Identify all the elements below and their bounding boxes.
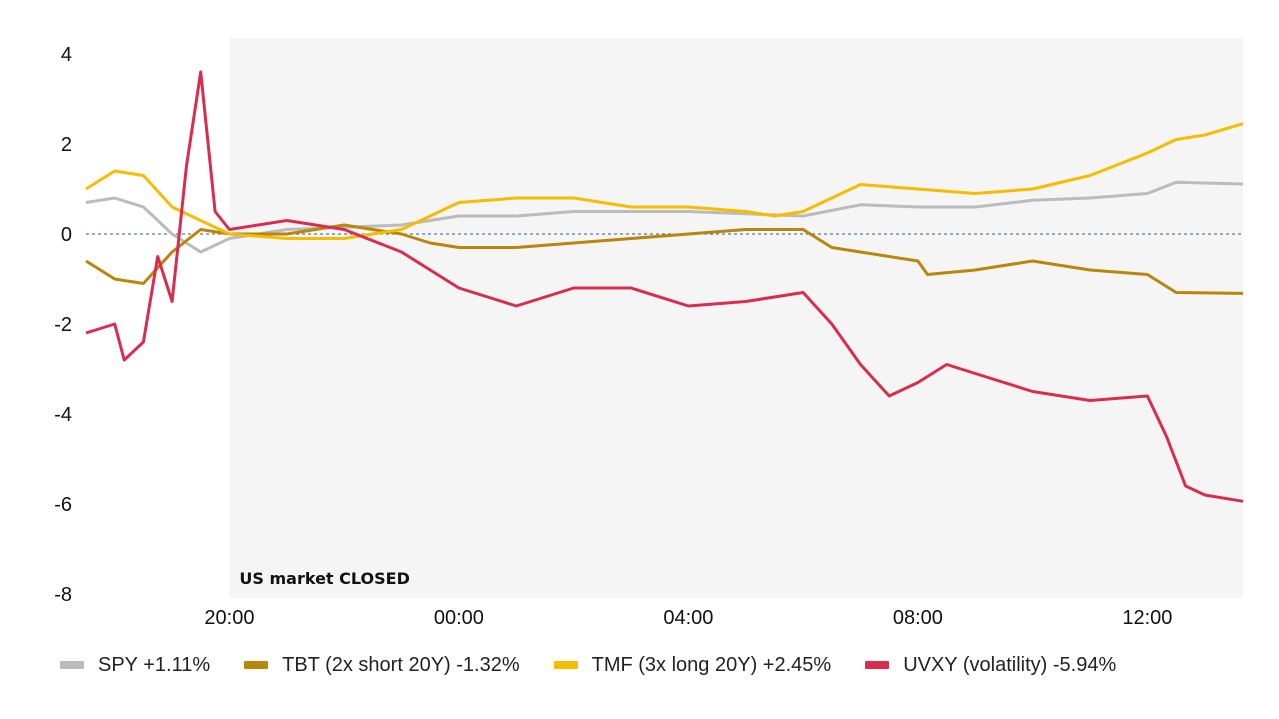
legend-swatch (865, 661, 890, 669)
legend-label: TBT (2x short 20Y) -1.32% (282, 653, 520, 676)
series-line-1 (85, 180, 1244, 254)
legend-swatch (553, 661, 578, 669)
y-tick-label: -8 (54, 584, 72, 606)
legend-label: UVXY (volatility) -5.94% (903, 653, 1117, 676)
legend-item: TMF (3x long 20Y) +2.45% (553, 653, 832, 677)
series-line-2 (85, 223, 1244, 295)
y-tick-label: -2 (54, 314, 72, 336)
legend-item: UVXY (volatility) -5.94% (865, 654, 1116, 677)
x-tick-label: 08:00 (893, 607, 943, 629)
legend-item: SPY +1.11% (60, 654, 210, 677)
series-lines (85, 70, 1244, 503)
y-tick-label: 4 (61, 44, 72, 66)
legend-label: SPY +1.11% (98, 653, 211, 676)
chart-legend: SPY +1.11% TBT (2x short 20Y) -1.32% TMF (… (60, 650, 1116, 680)
y-tick-label: -4 (54, 404, 72, 426)
market-closed-region (229, 38, 1243, 598)
y-tick-label: 0 (61, 224, 72, 246)
legend-label: TMF (3x long 20Y) +2.45% (591, 653, 832, 676)
y-tick-label: 2 (61, 134, 72, 156)
x-tick-label: 04:00 (663, 607, 713, 629)
y-tick-label: -6 (54, 494, 72, 516)
series-line-3 (85, 122, 1244, 240)
legend-item: TBT (2x short 20Y) -1.32% (244, 654, 520, 677)
x-axis-tick-labels: 20:00 00:00 04:00 08:00 12:00 (204, 607, 1172, 629)
legend-swatch (244, 661, 269, 669)
x-tick-label: 00:00 (434, 607, 484, 629)
legend-swatch (60, 661, 84, 669)
y-axis-tick-labels: -8 -6 -4 -2 0 2 4 (54, 44, 72, 606)
x-tick-label: 20:00 (204, 607, 254, 629)
series-line-4 (85, 70, 1244, 503)
market-closed-label: US market CLOSED (239, 569, 409, 588)
x-tick-label: 12:00 (1122, 607, 1172, 629)
